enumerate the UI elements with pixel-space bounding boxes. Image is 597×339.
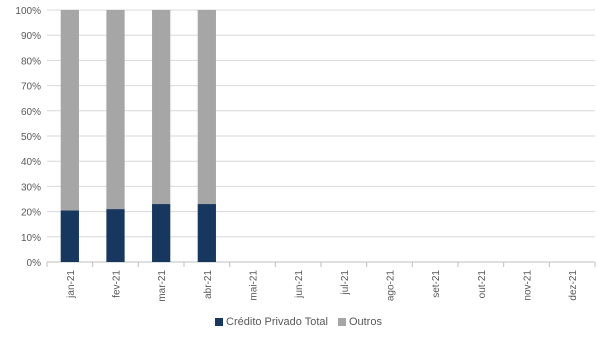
- x-tick-label: set-21: [431, 270, 442, 298]
- x-tick-label: fev-21: [112, 270, 123, 298]
- y-tick-label: 100%: [15, 6, 41, 17]
- y-tick-label: 10%: [21, 233, 41, 244]
- bar-segment-credito: [60, 210, 79, 262]
- bar-segment-outros: [197, 10, 216, 205]
- y-tick-label: 50%: [21, 132, 41, 143]
- y-tick-label: 70%: [21, 82, 41, 93]
- y-tick-label: 30%: [21, 182, 41, 193]
- x-tick-label: dez-21: [568, 270, 579, 301]
- bar-segment-outros: [106, 10, 125, 210]
- x-tick-label: jul-21: [340, 270, 351, 296]
- y-tick-label: 20%: [21, 208, 41, 219]
- y-tick-label: 60%: [21, 107, 41, 118]
- bar-segment-outros: [60, 10, 79, 211]
- x-tick-label: abr-21: [203, 270, 214, 299]
- bar-segment-outros: [152, 10, 171, 205]
- x-tick-label: mar-21: [157, 270, 168, 302]
- y-tick-label: 90%: [21, 31, 41, 42]
- legend-item-credito: Crédito Privado Total: [215, 316, 328, 328]
- bar-segment-credito: [152, 204, 171, 262]
- legend-item-outros: Outros: [337, 316, 382, 328]
- x-tick-label: mai-21: [249, 270, 260, 301]
- x-tick-label: out-21: [477, 270, 488, 299]
- x-tick-label: jun-21: [294, 270, 305, 299]
- y-tick-label: 80%: [21, 56, 41, 67]
- legend-swatch-outros: [337, 318, 346, 326]
- x-tick-label: ago-21: [386, 270, 397, 302]
- y-tick-label: 0%: [27, 258, 42, 269]
- bar-segment-credito: [197, 204, 216, 262]
- bar-segment-credito: [106, 209, 125, 262]
- y-tick-label: 40%: [21, 157, 41, 168]
- legend-swatch-credito: [215, 318, 224, 326]
- legend-label-outros: Outros: [348, 316, 382, 328]
- x-tick-label: nov-21: [523, 270, 534, 301]
- legend: Crédito Privado Total Outros: [0, 316, 597, 328]
- legend-label-credito: Crédito Privado Total: [226, 316, 328, 328]
- x-tick-label: jan-21: [66, 270, 77, 299]
